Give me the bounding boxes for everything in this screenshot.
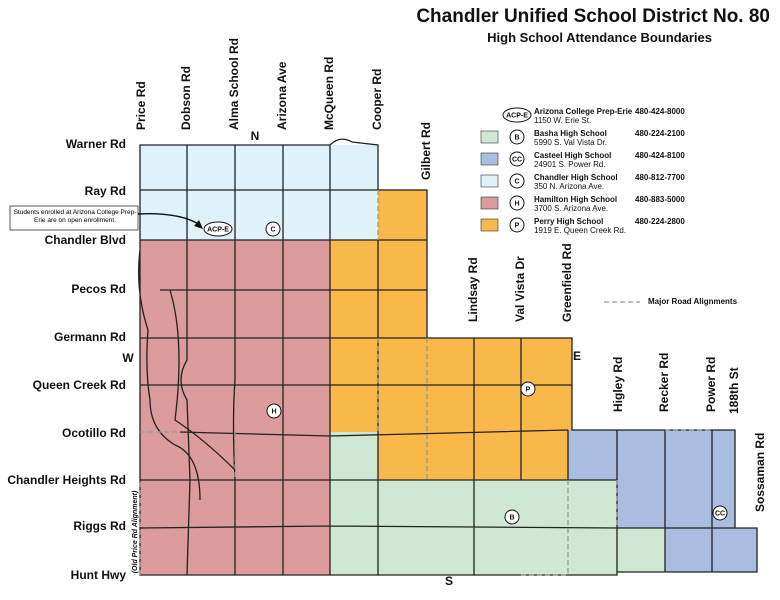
- legend-swatch: [480, 218, 499, 232]
- road-label-ew: Warner Rd: [66, 137, 126, 151]
- road-label-ew: Pecos Rd: [71, 282, 126, 296]
- road-network: [137, 138, 758, 576]
- legend-symbol: C: [514, 178, 519, 185]
- road-label-ew: Riggs Rd: [73, 519, 126, 533]
- legend-phone: 480-424-8000: [635, 107, 685, 116]
- legend-symbol-shape: [509, 195, 525, 211]
- legend-symbol: ACP-E: [506, 112, 528, 119]
- school-marker-shape: [712, 505, 728, 521]
- major-road-key: Major Road Alignments: [604, 297, 738, 306]
- legend-symbol: B: [514, 134, 519, 141]
- road-label-ns: Dobson Rd: [179, 66, 193, 130]
- note-arrow: [137, 213, 201, 226]
- road-label-ns: Price Rd: [134, 81, 148, 130]
- perry-zone: [330, 190, 572, 480]
- road-label-ns: Sossaman Rd: [753, 433, 767, 512]
- legend-symbol-shape: [509, 129, 525, 145]
- legend-symbol-shape: [509, 217, 525, 233]
- major-road-label: Major Road Alignments: [648, 297, 738, 306]
- legend-swatch: [480, 174, 499, 188]
- old-alignment-label: (Old Price Rd Alignment): [132, 490, 139, 573]
- legend-symbol-shape: [509, 151, 525, 167]
- legend-address: 350 N. Arizona Ave.: [534, 182, 604, 191]
- road-label-ns: Gilbert Rd: [419, 122, 433, 180]
- note-wrap: Students enrolled at Arizona College Pre…: [13, 209, 137, 224]
- road-label-ns: Arizona Ave: [275, 61, 289, 130]
- road-label-ns: Cooper Rd: [370, 69, 384, 130]
- legend-swatch: [480, 196, 499, 210]
- legend-symbol: H: [514, 200, 519, 207]
- road-label-ew: Chandler Blvd: [45, 233, 126, 247]
- legend-symbol: P: [515, 222, 520, 229]
- legend-name: Casteel High School: [534, 151, 611, 160]
- note-box: [9, 205, 139, 231]
- road-label-ew: Chandler Heights Rd: [7, 473, 126, 487]
- road-label-ns: Greenfield Rd: [560, 243, 574, 322]
- school-marker: C: [270, 226, 275, 233]
- road-label-ns: Lindsay Rd: [466, 257, 480, 322]
- school-marker: B: [509, 514, 514, 521]
- legend-phone: 480-883-5000: [635, 195, 685, 204]
- legend-symbol-shape: [509, 173, 525, 189]
- legend-phone: 480-224-2800: [635, 217, 685, 226]
- road-label-ew: Hunt Hwy: [71, 568, 127, 582]
- legend-name: Hamilton High School: [534, 195, 617, 204]
- compass-east: E: [573, 349, 581, 363]
- legend-phone: 480-424-8100: [635, 151, 685, 160]
- legend-address: 3700 S. Arizona Ave.: [534, 204, 608, 213]
- school-marker: H: [271, 408, 276, 415]
- legend-phone: 480-812-7700: [635, 173, 685, 182]
- legend-address: 1919 E. Queen Creek Rd.: [534, 226, 626, 235]
- compass-south: S: [445, 574, 453, 588]
- school-marker-shape: [520, 381, 536, 397]
- basha-zone: [330, 432, 665, 575]
- road-label-ew: Ray Rd: [85, 184, 126, 198]
- map-subtitle: High School Attendance Boundaries: [487, 30, 712, 45]
- legend-name: Basha High School: [534, 129, 607, 138]
- legend-symbol-shape: [502, 107, 532, 123]
- road-label-ns: Alma School Rd: [227, 38, 241, 130]
- road-label-ew: Germann Rd: [54, 330, 126, 344]
- casteel-zone: [568, 430, 757, 572]
- road-alignments: [139, 190, 712, 576]
- school-marker: CC: [715, 510, 725, 517]
- road-label-ew: Ocotillo Rd: [62, 426, 126, 440]
- legend-symbol: CC: [512, 156, 522, 163]
- note-arrowhead: [194, 220, 203, 229]
- map-title: Chandler Unified School District No. 80: [416, 6, 770, 27]
- legend-swatch: [480, 152, 499, 166]
- compass-west: W: [122, 351, 134, 365]
- legend-address: 1150 W. Erie St.: [534, 116, 591, 125]
- legend-swatch: [480, 130, 499, 144]
- road-label-ns: Val Vista Dr: [513, 256, 527, 322]
- legend-name: Chandler High School: [534, 173, 618, 182]
- road-label-ns: Recker Rd: [657, 353, 671, 412]
- school-marker-shape: [265, 221, 281, 237]
- legend-address: 24901 S. Power Rd.: [534, 160, 606, 169]
- school-marker: ACP-E: [207, 226, 229, 233]
- note-text: Students enrolled at Arizona College Pre…: [13, 209, 137, 224]
- school-marker: P: [526, 386, 531, 393]
- legend-name: Arizona College Prep-Erie: [534, 107, 633, 116]
- open-enrollment-note: Students enrolled at Arizona College Pre…: [9, 205, 203, 231]
- road-label-ew: Queen Creek Rd: [33, 378, 126, 392]
- legend-name: Perry High School: [534, 217, 603, 226]
- school-marker-shape: [266, 403, 282, 419]
- school-marker-shape: [203, 221, 233, 237]
- school-marker-shape: [504, 509, 520, 525]
- road-label-ns: Higley Rd: [611, 357, 625, 412]
- legend-address: 5990 S. Val Vista Dr.: [534, 138, 607, 147]
- chandler-zone: [140, 145, 378, 240]
- compass-north: N: [251, 129, 260, 143]
- road-label-ns: Power Rd: [704, 357, 718, 412]
- road-label-ns: 188th St: [727, 367, 741, 414]
- legend-phone: 480-224-2100: [635, 129, 685, 138]
- road-label-ns: McQueen Rd: [322, 57, 336, 130]
